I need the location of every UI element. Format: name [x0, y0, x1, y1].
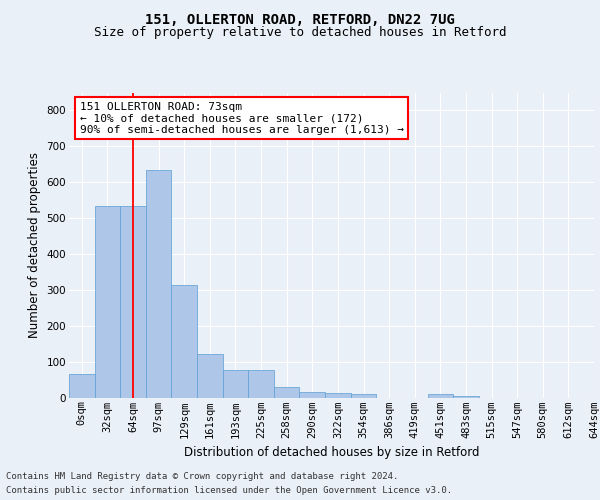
Bar [223, 370, 248, 398]
Bar [120, 206, 146, 398]
Bar [351, 394, 376, 398]
Text: Size of property relative to detached houses in Retford: Size of property relative to detached ho… [94, 26, 506, 39]
Bar [299, 392, 325, 398]
Text: Contains public sector information licensed under the Open Government Licence v3: Contains public sector information licen… [6, 486, 452, 495]
Bar [69, 374, 95, 398]
Bar [146, 170, 172, 398]
Bar [453, 396, 479, 398]
Text: Contains HM Land Registry data © Crown copyright and database right 2024.: Contains HM Land Registry data © Crown c… [6, 472, 398, 481]
Bar [274, 386, 299, 398]
Y-axis label: Number of detached properties: Number of detached properties [28, 152, 41, 338]
Text: 151, OLLERTON ROAD, RETFORD, DN22 7UG: 151, OLLERTON ROAD, RETFORD, DN22 7UG [145, 12, 455, 26]
Bar [248, 370, 274, 398]
X-axis label: Distribution of detached houses by size in Retford: Distribution of detached houses by size … [184, 446, 479, 459]
Bar [325, 393, 351, 398]
Bar [95, 206, 120, 398]
Bar [197, 354, 223, 398]
Bar [428, 394, 453, 398]
Bar [172, 285, 197, 398]
Text: 151 OLLERTON ROAD: 73sqm
← 10% of detached houses are smaller (172)
90% of semi-: 151 OLLERTON ROAD: 73sqm ← 10% of detach… [79, 102, 404, 135]
